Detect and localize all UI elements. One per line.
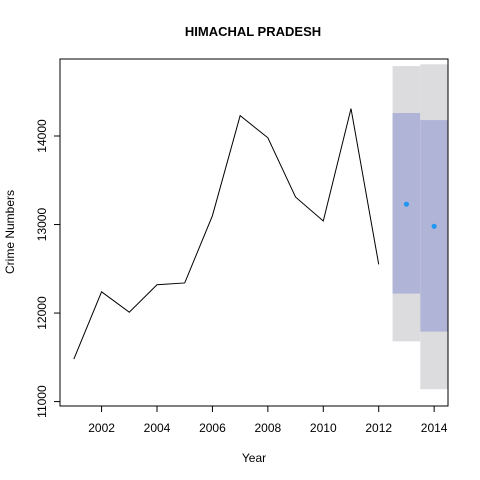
x-tick-label-2002: 2002 xyxy=(88,421,115,435)
x-tick-label-2012: 2012 xyxy=(365,421,392,435)
y-tick-label-12000: 12000 xyxy=(35,296,49,330)
x-tick-label-2004: 2004 xyxy=(144,421,171,435)
plot-frame xyxy=(59,58,449,407)
x-tick-label-2008: 2008 xyxy=(255,421,282,435)
y-tick-label-13000: 13000 xyxy=(35,208,49,242)
chart-title: HIMACHAL PRADESH xyxy=(185,24,321,39)
x-axis: 2002 2004 2006 2008 2010 2012 2014 xyxy=(88,406,448,435)
x-axis-label: Year xyxy=(242,451,266,465)
forecast-points xyxy=(403,201,437,229)
y-axis-label: Crime Numbers xyxy=(3,190,17,274)
x-tick-label-2014: 2014 xyxy=(421,421,448,435)
series-group xyxy=(73,108,380,360)
y-axis: 11000 12000 13000 14000 xyxy=(35,119,60,418)
y-tick-label-11000: 11000 xyxy=(35,385,49,418)
x-tick-label-2010: 2010 xyxy=(310,421,337,435)
forecast-bands xyxy=(392,64,448,390)
y-tick-label-14000: 14000 xyxy=(35,119,49,153)
forecast-point-2014 xyxy=(431,223,437,229)
x-tick-label-2006: 2006 xyxy=(199,421,226,435)
series-line xyxy=(73,108,380,360)
forecast-point-2013 xyxy=(403,201,410,207)
